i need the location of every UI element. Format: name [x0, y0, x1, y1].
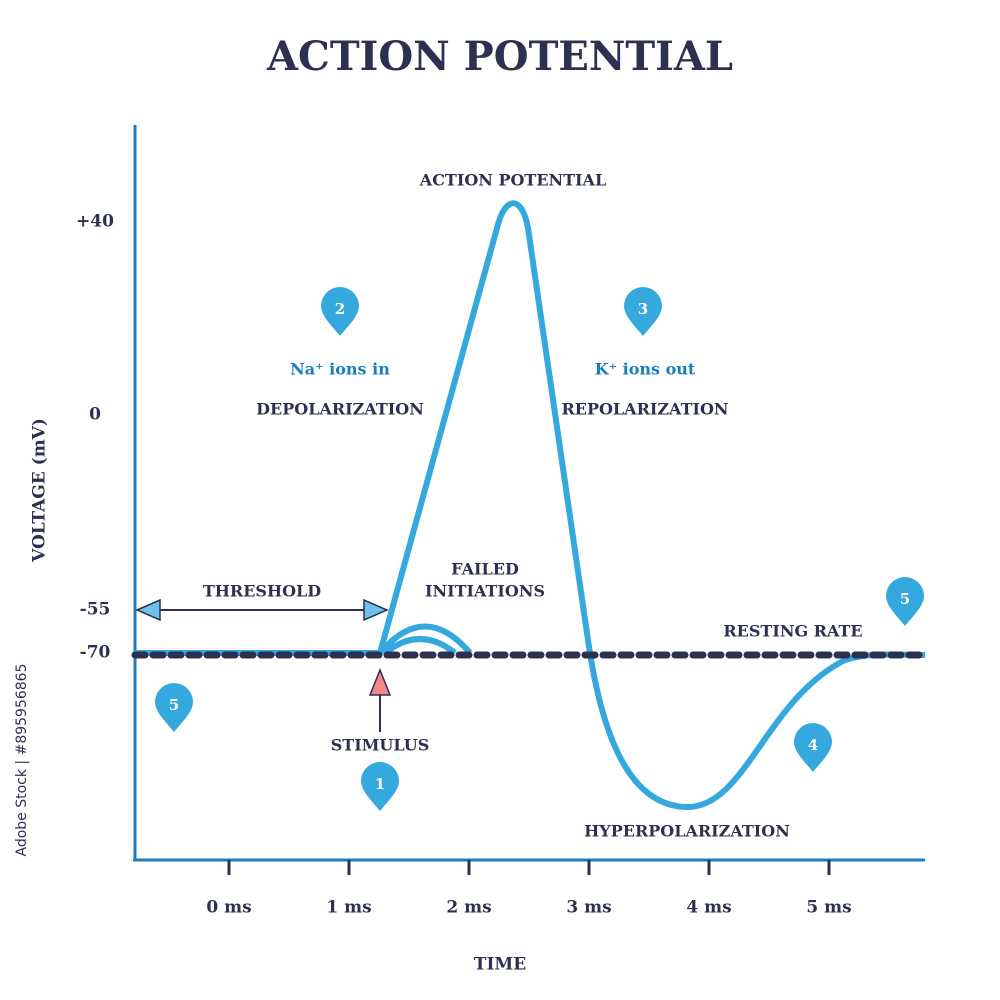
annotation: K⁺ ions out	[595, 360, 696, 379]
y-axis-label: VOLTAGE (mV)	[30, 418, 50, 563]
annotation: RESTING RATE	[723, 622, 862, 641]
potential-curve	[135, 200, 926, 811]
annotation: REPOLARIZATION	[561, 400, 728, 419]
annotation: HYPERPOLARIZATION	[584, 822, 790, 841]
marker-number: 2	[335, 300, 345, 318]
markers: 1 2 3 4 5 5	[155, 287, 924, 811]
marker-pin	[624, 287, 662, 336]
x-tick-label: 5 ms	[806, 898, 851, 918]
annotation: INITIATIONS	[425, 582, 545, 601]
marker-number: 4	[808, 736, 818, 754]
watermark: Adobe Stock | #895956865	[14, 664, 30, 857]
y-tick-label: -55	[80, 600, 111, 620]
marker-pin	[321, 287, 359, 336]
marker-pin	[155, 683, 193, 732]
y-tick-label: +40	[76, 212, 114, 232]
marker-pin	[794, 723, 832, 772]
annotation: THRESHOLD	[203, 582, 321, 601]
title: ACTION POTENTIAL	[266, 33, 733, 80]
stimulus-arrow	[368, 667, 392, 732]
threshold-arrow	[135, 598, 389, 622]
marker-number: 5	[169, 696, 179, 714]
marker-number: 3	[638, 300, 648, 318]
annotation: DEPOLARIZATION	[256, 400, 424, 419]
annotation: Na⁺ ions in	[290, 360, 390, 379]
annotation: STIMULUS	[331, 736, 430, 755]
y-tick-label: -70	[80, 643, 111, 663]
x-ticks	[227, 860, 831, 875]
x-tick-label: 3 ms	[566, 898, 611, 918]
annotation: ACTION POTENTIAL	[419, 171, 606, 190]
annotation: FAILED	[451, 560, 519, 579]
x-tick-label: 4 ms	[686, 898, 731, 918]
x-tick-label: 0 ms	[206, 898, 251, 918]
x-tick-label: 1 ms	[326, 898, 371, 918]
marker-number: 5	[900, 590, 910, 608]
x-tick-label: 2 ms	[446, 898, 491, 918]
marker-number: 1	[375, 775, 385, 793]
failed-curve	[377, 623, 473, 656]
y-tick-label: 0	[89, 405, 101, 425]
x-axis-label: TIME	[474, 955, 526, 975]
marker-pin	[886, 577, 924, 626]
marker-pin	[361, 762, 399, 811]
